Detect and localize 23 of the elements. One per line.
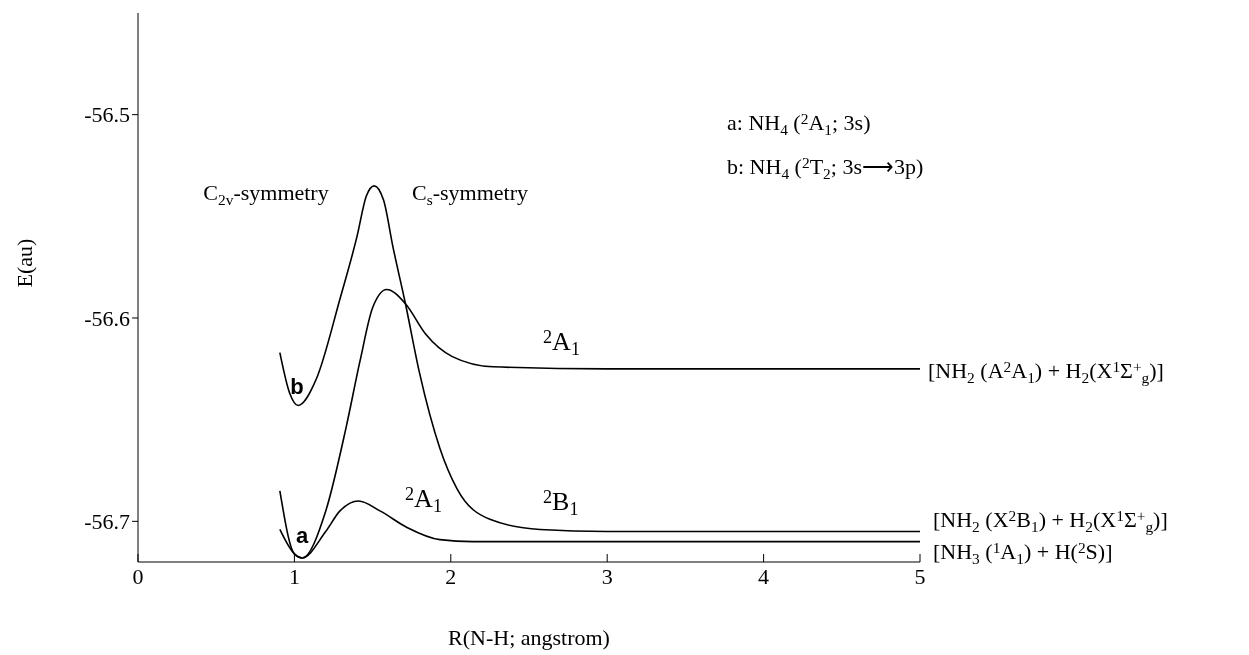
annotation: $^{2}$A$_{1}$ — [405, 483, 442, 517]
x-axis-title: R(N-H; angstrom) — [448, 625, 610, 650]
y-tick-label: -56.5 — [84, 102, 130, 128]
x-tick-label: 5 — [914, 563, 926, 589]
annotation: b — [290, 374, 304, 399]
x-tick-label: 1 — [288, 563, 300, 589]
text: [NH$_{3}$ ($^{1}$A$_{1}$) + H($^{2}$S)] — [933, 539, 1113, 567]
annotation: a — [295, 523, 309, 548]
annotation: a: NH$_{4}$ ($^{2}$A$_{1}$; 3s) — [727, 110, 871, 138]
annotation: C$_{2v}$-symmetry — [203, 180, 329, 208]
x-tick-label: 2 — [445, 563, 457, 589]
annotation: b: NH$_{4}$ ($^{2}$T$_{2}$; 3s⟶3p) — [727, 154, 924, 182]
x-tick-label: 0 — [132, 563, 144, 589]
y-tick-label: -56.6 — [84, 305, 130, 331]
x-tick-label: 4 — [758, 563, 770, 589]
x-tick-label: 3 — [601, 563, 613, 589]
annotation: $^{2}$B$_{1}$ — [543, 486, 579, 520]
annotation: C$_{s}$-symmetry — [411, 180, 529, 208]
y-axis-title: E(au) — [11, 238, 37, 288]
text: [NH$_{2}$ (X$^{2}$B$_{1}$) + H$_{2}$(X$^{1}$Σ$^{+}$$_{g}$)] — [933, 507, 1168, 535]
y-tick-label: -56.7 — [84, 509, 130, 535]
annotation: $^{2}$A$_{1}$ — [543, 326, 580, 360]
text: [NH$_{2}$ (A$^{2}$A$_{1}$) + H$_{2}$(X$^{1}$Σ$^{+}$$_{g}$)] — [928, 358, 1164, 386]
